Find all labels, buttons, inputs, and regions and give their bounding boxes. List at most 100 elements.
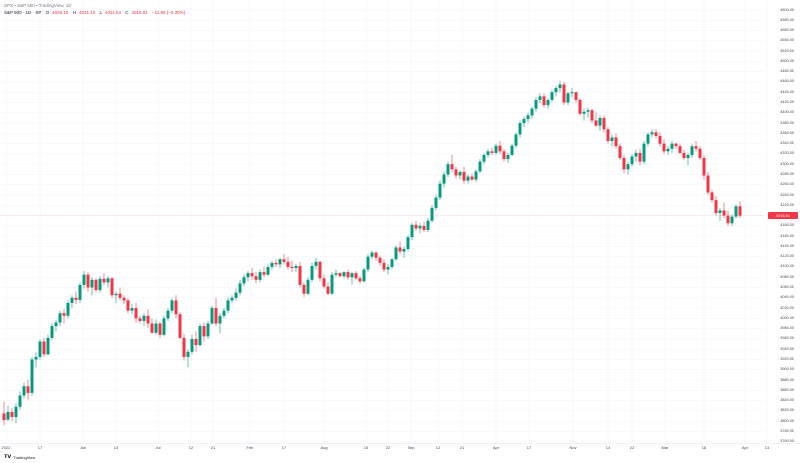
candle[interactable] bbox=[434, 195, 438, 211]
candle[interactable] bbox=[662, 139, 666, 154]
candle[interactable] bbox=[714, 196, 718, 216]
candle[interactable] bbox=[354, 271, 358, 280]
candle[interactable] bbox=[534, 97, 538, 112]
candle[interactable] bbox=[326, 282, 330, 296]
candle[interactable] bbox=[330, 272, 334, 296]
candle[interactable] bbox=[514, 132, 518, 148]
candle[interactable] bbox=[146, 309, 150, 328]
candle[interactable] bbox=[722, 202, 726, 219]
candle[interactable] bbox=[414, 220, 418, 231]
candle[interactable] bbox=[186, 349, 190, 368]
candle[interactable] bbox=[210, 305, 214, 325]
candle[interactable] bbox=[622, 154, 626, 174]
candle[interactable] bbox=[334, 269, 338, 278]
candle[interactable] bbox=[18, 391, 22, 410]
candle[interactable] bbox=[598, 115, 602, 131]
candle[interactable] bbox=[522, 116, 526, 128]
candle[interactable] bbox=[698, 146, 702, 161]
candle[interactable] bbox=[282, 254, 286, 265]
candle[interactable] bbox=[706, 171, 710, 196]
candle[interactable] bbox=[550, 89, 554, 103]
candle[interactable] bbox=[342, 271, 346, 279]
candle[interactable] bbox=[626, 161, 630, 175]
candle[interactable] bbox=[602, 115, 606, 133]
candle[interactable] bbox=[570, 88, 574, 98]
candle[interactable] bbox=[518, 120, 522, 138]
candle[interactable] bbox=[130, 303, 134, 315]
candle[interactable] bbox=[38, 338, 42, 360]
candle[interactable] bbox=[438, 180, 442, 201]
candle[interactable] bbox=[446, 161, 450, 178]
candle[interactable] bbox=[106, 276, 110, 288]
candle[interactable] bbox=[410, 223, 414, 241]
candle[interactable] bbox=[422, 221, 426, 233]
candle[interactable] bbox=[250, 268, 254, 280]
candle[interactable] bbox=[638, 148, 642, 166]
candle[interactable] bbox=[390, 257, 394, 270]
candle[interactable] bbox=[546, 98, 550, 109]
candle[interactable] bbox=[214, 297, 218, 327]
candle[interactable] bbox=[682, 149, 686, 161]
candle[interactable] bbox=[78, 282, 82, 303]
candle[interactable] bbox=[98, 276, 102, 293]
candle[interactable] bbox=[182, 333, 186, 361]
candle[interactable] bbox=[666, 146, 670, 155]
candle[interactable] bbox=[226, 297, 230, 314]
candle[interactable] bbox=[402, 246, 406, 258]
candle[interactable] bbox=[258, 269, 262, 283]
candle[interactable] bbox=[74, 291, 78, 304]
candle[interactable] bbox=[142, 313, 146, 327]
candle[interactable] bbox=[442, 171, 446, 188]
candle[interactable] bbox=[306, 277, 310, 296]
candle[interactable] bbox=[574, 91, 578, 103]
candle[interactable] bbox=[198, 323, 202, 347]
candle[interactable] bbox=[82, 271, 86, 289]
candle[interactable] bbox=[66, 300, 70, 319]
candle[interactable] bbox=[366, 254, 370, 273]
candle[interactable] bbox=[22, 382, 26, 399]
candle[interactable] bbox=[450, 154, 454, 172]
candle[interactable] bbox=[474, 169, 478, 183]
candle[interactable] bbox=[382, 259, 386, 273]
candle[interactable] bbox=[610, 134, 614, 147]
candle[interactable] bbox=[554, 86, 558, 97]
candle[interactable] bbox=[502, 148, 506, 162]
candle[interactable] bbox=[530, 106, 534, 119]
candle[interactable] bbox=[470, 173, 474, 181]
candle[interactable] bbox=[618, 143, 622, 161]
candle[interactable] bbox=[466, 174, 470, 184]
candle[interactable] bbox=[194, 331, 198, 352]
candle[interactable] bbox=[62, 309, 66, 324]
candle[interactable] bbox=[370, 250, 374, 260]
candle[interactable] bbox=[526, 112, 530, 124]
candle[interactable] bbox=[30, 356, 34, 396]
candle[interactable] bbox=[350, 272, 354, 285]
candle[interactable] bbox=[274, 259, 278, 267]
candle[interactable] bbox=[642, 141, 646, 165]
candle[interactable] bbox=[562, 81, 566, 106]
candle[interactable] bbox=[490, 147, 494, 155]
candle[interactable] bbox=[134, 302, 138, 323]
candle[interactable] bbox=[462, 166, 466, 184]
symbol-name[interactable]: S&P 500 · 1D · SP bbox=[4, 10, 42, 15]
candle[interactable] bbox=[122, 295, 126, 304]
candle[interactable] bbox=[10, 407, 14, 422]
candle[interactable] bbox=[278, 257, 282, 269]
candle[interactable] bbox=[710, 189, 714, 203]
candle[interactable] bbox=[190, 334, 194, 355]
candle[interactable] bbox=[294, 263, 298, 273]
tradingview-logo[interactable]: 𝗧𝗩 TradingView bbox=[4, 454, 35, 460]
candle[interactable] bbox=[202, 322, 206, 342]
candle[interactable] bbox=[206, 320, 210, 339]
candle[interactable] bbox=[542, 93, 546, 108]
candle[interactable] bbox=[150, 318, 154, 334]
candle[interactable] bbox=[614, 133, 618, 149]
candle[interactable] bbox=[430, 205, 434, 223]
candle[interactable] bbox=[482, 152, 486, 165]
candle[interactable] bbox=[118, 287, 122, 301]
candle[interactable] bbox=[726, 210, 730, 226]
candle[interactable] bbox=[318, 260, 322, 282]
candle[interactable] bbox=[110, 277, 114, 298]
candle[interactable] bbox=[478, 159, 482, 174]
candle[interactable] bbox=[582, 108, 586, 121]
